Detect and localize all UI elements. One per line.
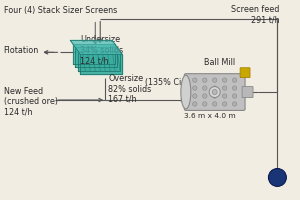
Text: Four (4) Stack Sizer Screens: Four (4) Stack Sizer Screens [4, 6, 117, 15]
Circle shape [209, 87, 220, 98]
Circle shape [202, 78, 207, 82]
Circle shape [223, 94, 227, 98]
FancyBboxPatch shape [184, 74, 245, 110]
Text: 3.6 m x 4.0 m: 3.6 m x 4.0 m [184, 113, 236, 119]
Circle shape [212, 102, 217, 106]
Text: Undersize
34% solids
124 t/h: Undersize 34% solids 124 t/h [80, 35, 123, 65]
Polygon shape [78, 51, 120, 71]
Circle shape [202, 94, 207, 98]
Text: (135% Circulating Load): (135% Circulating Load) [145, 78, 242, 87]
Circle shape [223, 102, 227, 106]
Circle shape [232, 102, 237, 106]
Polygon shape [75, 47, 117, 67]
Text: Screen feed
291 t/h: Screen feed 291 t/h [231, 5, 279, 24]
Ellipse shape [181, 75, 191, 109]
Circle shape [232, 94, 237, 98]
Circle shape [223, 86, 227, 90]
Circle shape [193, 78, 197, 82]
Circle shape [223, 78, 227, 82]
Circle shape [193, 86, 197, 90]
Polygon shape [70, 40, 122, 54]
Circle shape [193, 94, 197, 98]
Circle shape [268, 169, 286, 186]
Polygon shape [80, 54, 122, 74]
Circle shape [202, 102, 207, 106]
Polygon shape [73, 44, 115, 64]
Text: New Feed
(crushed ore)
124 t/h: New Feed (crushed ore) 124 t/h [4, 87, 58, 117]
Text: Oversize
82% solids
167 t/h: Oversize 82% solids 167 t/h [108, 74, 152, 104]
Text: Ball Mill: Ball Mill [204, 58, 235, 67]
Circle shape [193, 102, 197, 106]
Circle shape [212, 86, 217, 90]
Circle shape [202, 86, 207, 90]
Text: Flotation: Flotation [4, 46, 39, 55]
Circle shape [232, 78, 237, 82]
FancyBboxPatch shape [242, 87, 253, 98]
Circle shape [212, 94, 217, 98]
Circle shape [212, 90, 217, 95]
Circle shape [232, 86, 237, 90]
Circle shape [212, 78, 217, 82]
FancyBboxPatch shape [240, 68, 250, 78]
